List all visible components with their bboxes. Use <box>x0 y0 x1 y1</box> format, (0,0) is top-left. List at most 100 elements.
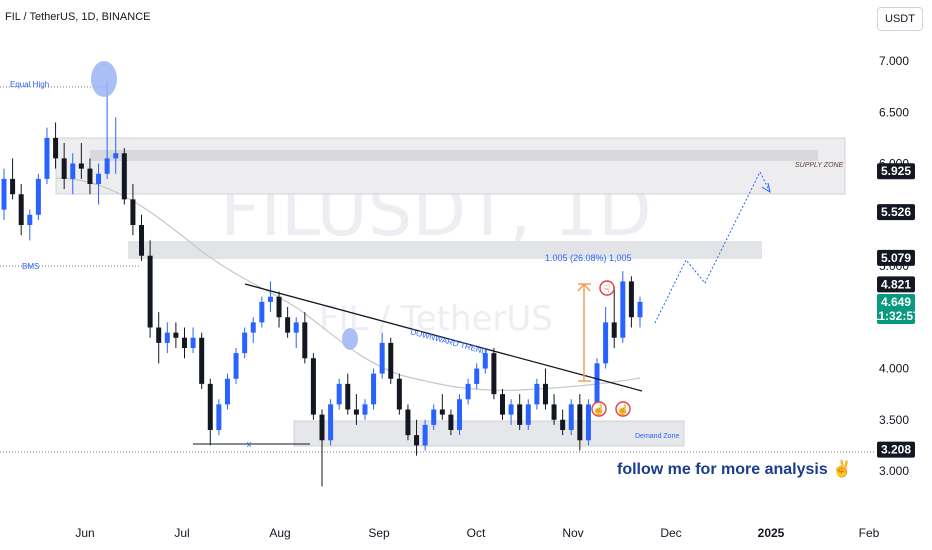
candle-body <box>121 153 127 200</box>
candle-body <box>353 409 359 415</box>
candle-body <box>379 342 385 374</box>
candle-body <box>577 404 583 441</box>
price-tag-bg <box>877 249 915 266</box>
hand-pointer-icon: ☝ <box>615 401 631 417</box>
candle-body <box>422 424 428 446</box>
candle-body <box>474 368 480 384</box>
candle-body <box>130 199 136 225</box>
candle-body <box>27 214 33 225</box>
candle-body <box>35 178 41 215</box>
price-tag-bg <box>877 441 915 458</box>
candle-body <box>207 383 213 430</box>
candle-body <box>525 404 531 425</box>
candle-body <box>242 332 248 354</box>
price-tag-value: 5.079 <box>881 251 911 265</box>
price-tag-value: 3.208 <box>881 443 911 457</box>
candle-body <box>560 419 566 430</box>
price-axis[interactable]: 7.0006.5006.0005.5005.0004.5004.0003.500… <box>879 54 909 478</box>
downward-trendline[interactable] <box>244 283 643 392</box>
measure-arrow-head <box>577 282 591 292</box>
candle-body <box>147 255 153 328</box>
candle-body <box>10 178 16 195</box>
x-tick-label: 2025 <box>758 526 785 540</box>
candle-body <box>233 353 239 379</box>
price-tag-bg <box>877 163 915 180</box>
price-tag-bg <box>877 204 915 221</box>
candle-body <box>224 378 230 405</box>
y-tick-label: 7.000 <box>879 54 909 68</box>
hand-pointer-icon: ☟ <box>599 280 615 296</box>
price-tag-value: 4.821 <box>881 277 911 291</box>
candle-body <box>78 163 84 169</box>
candle-body <box>611 322 617 338</box>
candle-body <box>568 404 574 430</box>
candle-body <box>628 281 634 318</box>
projection-path <box>654 170 771 324</box>
candle-body <box>551 404 557 420</box>
chart-title: FIL / TetherUS, 1D, BINANCE <box>5 11 151 23</box>
equal-high-marker <box>91 61 117 97</box>
equal-high-label: Equal High <box>10 80 49 89</box>
candle-body <box>431 409 437 425</box>
candle-body <box>362 404 368 415</box>
x-tick-label: Jul <box>174 526 189 540</box>
candle-body <box>414 435 420 446</box>
candle-body <box>44 137 50 179</box>
demand-zone[interactable] <box>293 420 685 447</box>
candle-body <box>328 404 334 441</box>
candle-body <box>250 322 256 333</box>
svg-text:☝: ☝ <box>617 403 629 416</box>
x-tick-label: Sep <box>368 526 390 540</box>
candle-body <box>267 296 273 302</box>
candle-body <box>156 327 162 343</box>
price-tag-bg <box>877 293 915 324</box>
candle-body <box>542 383 548 405</box>
candle-body <box>517 404 523 425</box>
svg-text:☝: ☝ <box>593 403 605 416</box>
supply-zone-lower[interactable] <box>128 241 762 259</box>
candle-body <box>371 373 377 405</box>
x-tick-label: Dec <box>660 526 681 540</box>
candle-body <box>345 383 351 410</box>
candle-body <box>293 322 299 333</box>
candle-body <box>336 383 342 405</box>
x-tick-label: Aug <box>269 526 290 540</box>
candle-body <box>457 399 463 430</box>
candle-body <box>439 409 445 415</box>
candle-body <box>448 414 454 430</box>
candle-body <box>594 363 600 405</box>
demand-zone-label: Demand Zone <box>635 433 679 440</box>
currency-button[interactable]: USDT <box>877 7 923 31</box>
price-tag-value: 5.526 <box>881 205 911 219</box>
candle-body <box>164 332 170 343</box>
candle-body <box>491 353 497 395</box>
candle-body <box>87 168 93 184</box>
candle-body <box>388 342 394 379</box>
price-tag-value: 4.649 <box>881 295 911 309</box>
candle-body <box>181 337 187 348</box>
y-tick-label: 6.500 <box>879 105 909 119</box>
time-axis[interactable]: Jun Jul Aug Sep Oct Nov Dec 2025 Feb <box>75 526 879 540</box>
candle-body <box>70 163 76 179</box>
candle-body <box>637 301 643 318</box>
candle-body <box>104 158 110 174</box>
candle-body <box>173 332 179 338</box>
candle-body <box>18 194 24 225</box>
candle-body <box>319 414 325 441</box>
y-tick-label: 4.000 <box>879 362 909 376</box>
supply-zone-label: SUPPLY ZONE <box>795 162 844 169</box>
candle-body <box>534 383 540 405</box>
candle-body <box>199 337 205 384</box>
projection-arrow-head <box>761 182 771 194</box>
candle-body <box>1 178 7 210</box>
svg-text:☟: ☟ <box>604 284 610 295</box>
supply-zone-upper[interactable] <box>55 137 846 195</box>
candle-body <box>139 225 145 256</box>
price-tag-value: 5.925 <box>881 164 911 178</box>
x-tick-label: Oct <box>467 526 486 540</box>
candle-body <box>405 409 411 436</box>
hand-icon: ✌ <box>832 461 853 478</box>
